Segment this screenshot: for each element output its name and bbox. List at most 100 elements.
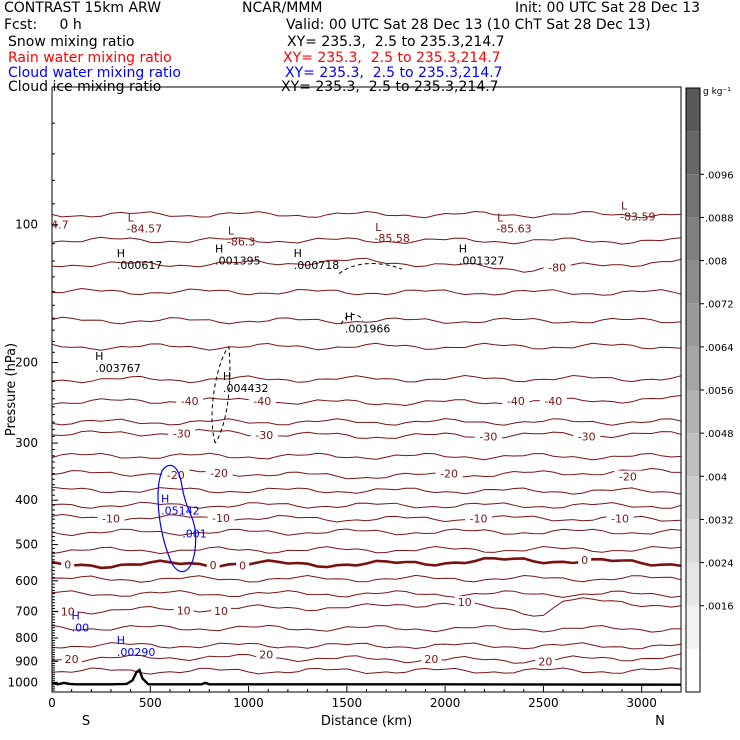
contour-label-bg [61,653,82,666]
colorbar-segment [686,519,700,563]
y-tick-label: 300 [15,436,38,450]
contour-label-bg [236,559,250,572]
contour-label: 0 [64,559,71,572]
isoline [52,316,681,325]
isoline [52,452,681,461]
y-tick-label: 900 [15,654,38,668]
y-tick-label: 500 [15,538,38,552]
temperature-contour [52,653,681,664]
colorbar-tick-label: .0088 [705,213,734,224]
edge-contour-label: 4.7 [51,219,69,232]
contour-label: -10 [611,512,629,525]
contour-label: -20 [167,469,185,482]
contour-label: 10 [61,605,75,618]
contour-label: -10 [102,512,120,525]
ice-max-value: .001327 [459,254,505,267]
colorbar-segment [686,390,700,434]
isoline [52,624,681,633]
ice-max-marker: H [117,247,125,260]
temperature-contour [52,257,681,273]
contour-label: 10 [458,596,472,609]
contour-label: -80 [548,261,566,274]
field-xy-snow: XY= 235.3, 2.5 to 235.3,214.7 [287,34,505,50]
x-tick-label: 500 [139,696,162,710]
temperature-contour [52,597,681,617]
contour-label: -20 [210,467,228,480]
cloud-water-max-value: .00 [72,622,90,635]
temperature-min-value: -86.3 [227,235,255,248]
cloud-water-max-marker: H [161,493,169,506]
colorbar-segment [686,346,700,390]
contour-label-bg [502,395,530,408]
contour-label-bg [211,604,232,617]
isoline [52,486,681,495]
ice-max-marker: H [223,370,231,383]
contour-label: -40 [181,395,199,408]
y-tick-label: 1000 [7,675,38,689]
y-tick-label: 700 [15,604,38,618]
valid-time-label: Valid: 00 UTC Sat 28 Dec 13 (10 ChT Sat … [286,17,651,33]
contour-label-bg [162,468,190,481]
ice-outline [211,346,231,444]
ice-max-marker: H [294,247,302,260]
contour-label: 20 [259,649,273,662]
isoline [52,574,681,583]
contour-label: 20 [538,655,552,668]
temperature-min-marker: L [128,212,135,225]
ice-max-marker: H [215,242,223,255]
cloud-water-max-value: .05142 [161,505,200,518]
contour-label-bg [205,467,233,480]
contour-label-bg [168,427,196,440]
colorbar-tick-label: .0016 [705,602,734,613]
colorbar-segment [686,648,700,692]
ice-max-marker: H [459,242,467,255]
contour-label: 10 [177,605,191,618]
contour-label: -20 [440,468,458,481]
contour-label-bg [614,470,642,483]
colorbar-segment [686,476,700,520]
contour-label: -40 [253,395,271,408]
contour-label-bg [573,430,601,443]
cloud-water-label: .001 [182,528,207,541]
y-tick-label: 600 [15,574,38,588]
isoline [52,236,681,245]
contour-label-bg [543,261,571,274]
x-tick-label: 3000 [626,696,657,710]
temperature-min-value: -85.63 [496,223,531,236]
contour-label: 0 [581,554,588,567]
temperature-contour [52,513,681,523]
ice-max-value: .001966 [345,323,391,336]
x-tick-label: 2500 [528,696,559,710]
organization-label: NCAR/MMM [242,0,323,16]
isoline [52,590,681,598]
colorbar-segment [686,131,700,175]
colorbar-tick-label: .0096 [705,170,734,181]
terrain-line [52,668,681,686]
cloud-water-max-value: .00290 [117,646,156,659]
temperature-min-marker: L [228,224,235,237]
colorbar-tick-label: .004 [705,472,727,483]
colorbar-segment [686,605,700,649]
contour-label-bg [57,605,78,618]
contour-label-bg [256,648,277,661]
temperature-contour [52,467,681,480]
contour-label-bg [465,512,493,525]
contour-label: -20 [619,471,637,484]
isoline [52,210,681,219]
y-tick-label: 200 [15,355,38,369]
ice-max-value: .000617 [117,259,163,272]
colorbar-tick-label: .0072 [705,300,734,311]
contour-label: -40 [507,395,525,408]
contour-label: -30 [479,430,497,443]
colorbar-segment [686,433,700,477]
cloud-water-max-marker: H [72,610,80,623]
colorbar-segment [686,174,700,218]
contour-label: 20 [65,653,79,666]
x-tick-label: 2000 [430,696,461,710]
south-end-label: S [82,714,90,729]
ice-max-value: .000718 [294,259,340,272]
ice-max-value: .004432 [223,382,269,395]
contour-label-bg [539,395,567,408]
isoline [52,667,681,675]
